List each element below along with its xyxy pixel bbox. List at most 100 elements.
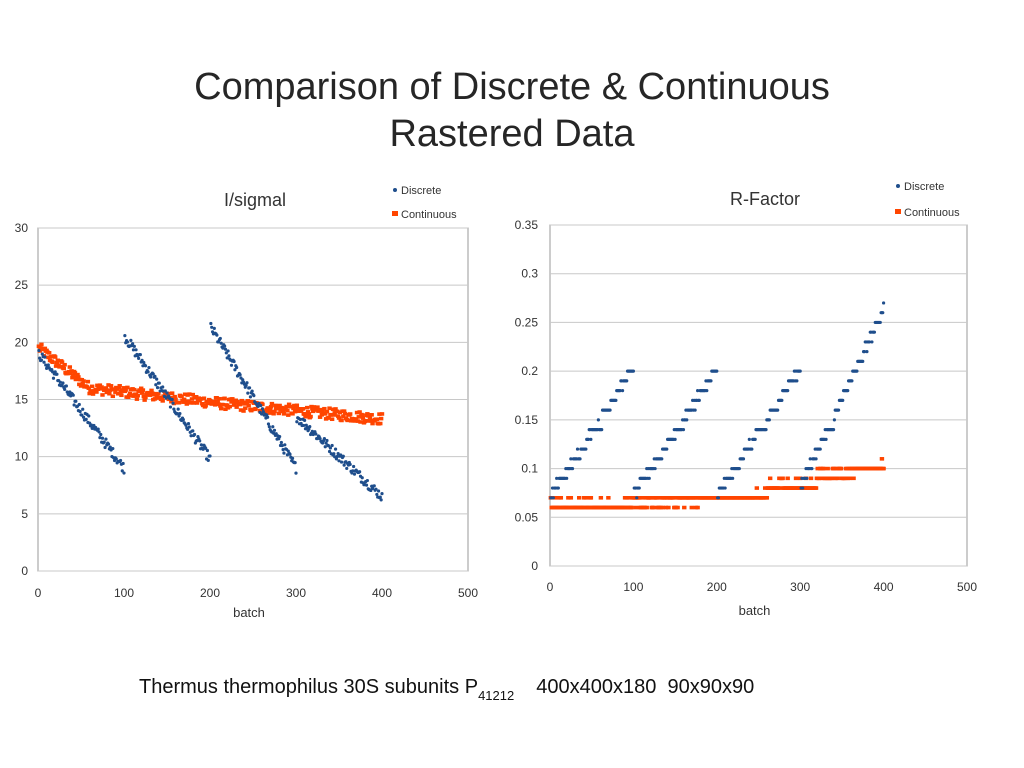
data-point-discrete bbox=[100, 436, 105, 440]
x-tick-label: 0 bbox=[35, 586, 42, 600]
data-point-discrete bbox=[831, 428, 836, 432]
data-point-continuous bbox=[208, 399, 214, 404]
data-point-discrete bbox=[647, 476, 651, 480]
data-point-discrete bbox=[814, 457, 818, 461]
data-point-continuous bbox=[290, 411, 295, 416]
data-point-continuous bbox=[189, 397, 195, 401]
data-point-discrete bbox=[170, 397, 174, 402]
data-point-continuous bbox=[280, 406, 285, 410]
data-point-continuous bbox=[266, 406, 271, 410]
data-point-continuous bbox=[169, 399, 174, 404]
data-point-continuous bbox=[121, 386, 127, 390]
data-point-continuous bbox=[107, 391, 112, 396]
data-point-discrete bbox=[81, 407, 85, 411]
data-point-continuous bbox=[69, 369, 74, 373]
data-point-discrete bbox=[323, 445, 327, 449]
data-point-continuous bbox=[358, 420, 363, 424]
data-point-continuous bbox=[231, 403, 237, 407]
data-point-discrete bbox=[140, 358, 144, 362]
data-point-discrete bbox=[333, 447, 338, 451]
data-point-discrete bbox=[219, 341, 223, 345]
data-point-continuous bbox=[689, 505, 694, 510]
data-point-continuous bbox=[76, 375, 81, 379]
data-point-continuous bbox=[366, 414, 371, 418]
data-point-continuous bbox=[821, 466, 826, 471]
y-tick-label: 25 bbox=[15, 278, 29, 292]
data-point-discrete bbox=[147, 366, 151, 370]
data-point-continuous bbox=[298, 409, 304, 413]
data-point-discrete bbox=[805, 476, 809, 480]
data-point-discrete bbox=[335, 454, 339, 459]
data-point-continuous bbox=[843, 476, 848, 481]
data-point-continuous bbox=[286, 413, 291, 417]
data-point-continuous bbox=[293, 409, 299, 413]
data-point-discrete bbox=[723, 486, 727, 490]
data-point-continuous bbox=[663, 505, 669, 510]
data-point-continuous bbox=[153, 391, 159, 396]
x-axis-label: batch bbox=[739, 603, 771, 618]
y-tick-label: 0.25 bbox=[515, 315, 539, 329]
data-point-continuous bbox=[225, 403, 230, 408]
x-tick-label: 400 bbox=[372, 586, 392, 600]
data-point-discrete bbox=[764, 428, 768, 432]
data-point-continuous bbox=[125, 385, 130, 390]
data-point-continuous bbox=[288, 404, 294, 409]
data-point-discrete bbox=[64, 384, 68, 388]
data-point-discrete bbox=[337, 459, 341, 463]
x-tick-label: 200 bbox=[200, 586, 220, 600]
data-point-discrete bbox=[134, 348, 138, 352]
data-point-discrete bbox=[138, 353, 142, 357]
data-point-discrete bbox=[635, 496, 639, 500]
data-point-discrete bbox=[118, 458, 123, 463]
data-point-continuous bbox=[110, 394, 116, 399]
data-point-continuous bbox=[566, 496, 571, 500]
data-point-discrete bbox=[177, 414, 181, 418]
data-point-discrete bbox=[205, 448, 210, 453]
data-point-discrete bbox=[149, 375, 153, 379]
y-tick-label: 0.05 bbox=[515, 510, 539, 524]
data-point-continuous bbox=[754, 486, 760, 490]
data-point-continuous bbox=[272, 409, 277, 414]
data-point-discrete bbox=[565, 476, 569, 480]
data-point-discrete bbox=[191, 429, 195, 433]
data-point-continuous bbox=[117, 384, 122, 388]
data-point-discrete bbox=[78, 409, 82, 414]
data-point-continuous bbox=[777, 486, 783, 490]
data-point-discrete bbox=[846, 389, 850, 393]
data-point-discrete bbox=[71, 393, 75, 397]
data-point-continuous bbox=[333, 407, 338, 411]
data-point-continuous bbox=[335, 409, 340, 414]
data-point-discrete bbox=[278, 434, 282, 439]
data-point-continuous bbox=[817, 476, 822, 481]
data-point-continuous bbox=[147, 393, 152, 397]
data-point-discrete bbox=[750, 447, 754, 451]
data-point-continuous bbox=[100, 393, 105, 397]
data-point-discrete bbox=[104, 437, 108, 441]
data-point-discrete bbox=[556, 486, 560, 490]
data-point-discrete bbox=[157, 381, 161, 385]
data-point-continuous bbox=[370, 421, 375, 426]
data-point-discrete bbox=[103, 445, 107, 450]
data-point-discrete bbox=[40, 352, 44, 356]
data-point-continuous bbox=[62, 362, 67, 367]
data-point-continuous bbox=[695, 505, 700, 510]
data-point-discrete bbox=[176, 407, 180, 411]
data-point-discrete bbox=[246, 391, 250, 395]
data-point-continuous bbox=[309, 404, 314, 409]
data-point-continuous bbox=[269, 401, 275, 406]
data-point-discrete bbox=[318, 437, 322, 441]
data-point-discrete bbox=[342, 463, 346, 467]
data-point-discrete bbox=[308, 424, 312, 429]
y-tick-label: 0.2 bbox=[521, 364, 538, 378]
data-point-discrete bbox=[780, 398, 784, 402]
data-point-discrete bbox=[339, 460, 344, 464]
data-point-discrete bbox=[786, 389, 790, 393]
data-point-discrete bbox=[339, 453, 343, 457]
data-point-discrete bbox=[235, 365, 239, 370]
data-point-discrete bbox=[555, 476, 559, 480]
x-tick-label: 500 bbox=[957, 580, 977, 594]
data-point-continuous bbox=[95, 383, 100, 388]
data-point-continuous bbox=[73, 377, 79, 382]
x-tick-label: 200 bbox=[707, 580, 727, 594]
data-point-discrete bbox=[267, 425, 271, 429]
